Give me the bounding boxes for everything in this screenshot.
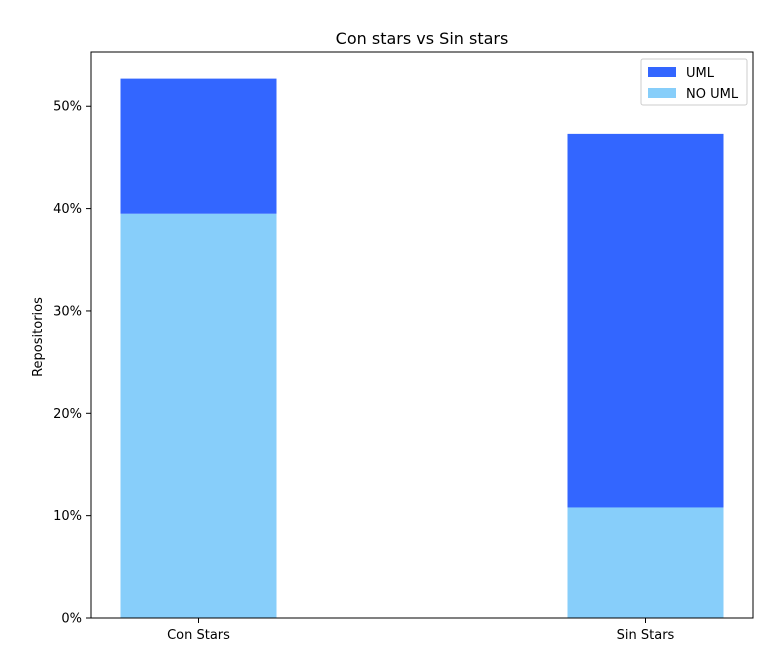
- x-axis: Con Stars Sin Stars: [167, 618, 675, 643]
- legend-swatch-uml: [648, 67, 676, 77]
- y-tick-label: 50%: [53, 100, 82, 115]
- legend: UML NO UML: [640, 58, 748, 106]
- y-tick-label: 0%: [61, 612, 82, 627]
- bar-no-uml-con-stars: [120, 213, 277, 618]
- plot-frame: [90, 51, 754, 619]
- legend-swatch-no-uml: [648, 88, 676, 98]
- legend-label-no-uml: NO UML: [686, 87, 739, 102]
- chart-title: Con stars vs Sin stars: [336, 29, 509, 48]
- y-tick-label: 20%: [53, 407, 82, 422]
- y-tick-label: 30%: [53, 304, 82, 319]
- bar-no-uml-sin-stars: [567, 507, 724, 618]
- x-tick-label: Con Stars: [167, 628, 230, 643]
- x-tick-label: Sin Stars: [617, 628, 675, 643]
- y-tick-label: 40%: [53, 202, 82, 217]
- bar-uml-con-stars: [120, 78, 277, 214]
- legend-label-uml: UML: [686, 66, 715, 81]
- bar-uml-sin-stars: [567, 133, 724, 508]
- y-axis: 0% 10% 20% 30% 40% 50%: [53, 100, 91, 627]
- y-axis-label: Repositorios: [31, 297, 46, 377]
- bars-group: [120, 78, 724, 618]
- y-tick-label: 10%: [53, 509, 82, 524]
